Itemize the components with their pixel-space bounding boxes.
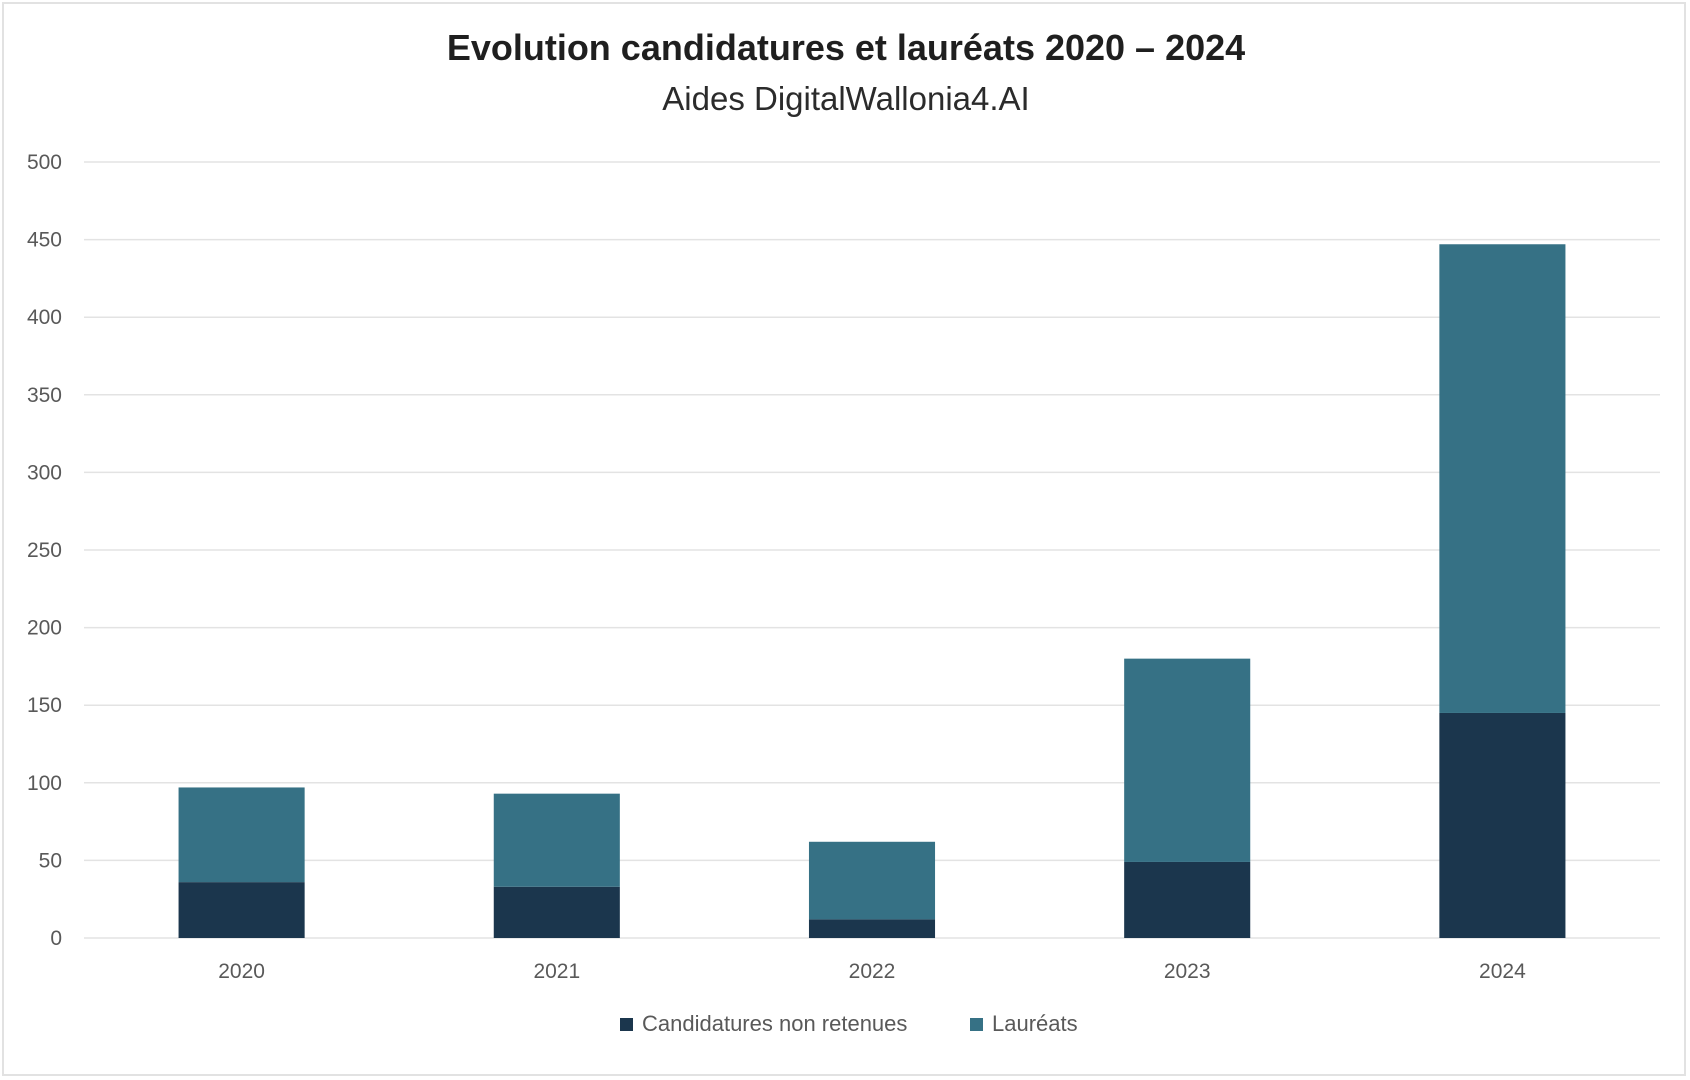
y-tick-label: 250 — [27, 539, 62, 562]
y-tick-label: 450 — [27, 229, 62, 252]
y-tick-label: 350 — [27, 384, 62, 407]
legend-swatch — [620, 1018, 633, 1031]
y-tick-label: 0 — [50, 927, 62, 950]
bar-non-retenues-2024 — [1439, 712, 1566, 938]
chart-subtitle: Aides DigitalWallonia4.AI — [662, 80, 1029, 117]
y-tick-label: 100 — [27, 772, 62, 795]
x-tick-label: 2021 — [533, 960, 580, 983]
x-tick-label: 2023 — [1164, 960, 1211, 983]
legend-label: Lauréats — [992, 1011, 1078, 1036]
y-tick-label: 200 — [27, 617, 62, 640]
legend-label: Candidatures non retenues — [642, 1011, 907, 1036]
stacked-bar-chart: Evolution candidatures et lauréats 2020 … — [27, 27, 1660, 1036]
bar-non-retenues-2021 — [493, 886, 620, 938]
bar-laureats-2020 — [178, 787, 305, 883]
bar-non-retenues-2022 — [808, 919, 936, 938]
legend-swatch — [970, 1018, 983, 1031]
x-tick-label: 2020 — [218, 960, 265, 983]
x-tick-label: 2024 — [1479, 960, 1526, 983]
gridlines — [84, 161, 1660, 939]
bar-non-retenues-2020 — [178, 882, 305, 938]
y-tick-label: 150 — [27, 694, 62, 717]
x-axis-ticks: 2020 2021 2022 2023 2024 — [218, 960, 1526, 983]
y-tick-label: 300 — [27, 461, 62, 484]
bar-laureats-2022 — [808, 841, 936, 920]
chart-title: Evolution candidatures et lauréats 2020 … — [447, 27, 1245, 68]
y-tick-label: 500 — [27, 151, 62, 174]
bars — [178, 244, 1566, 938]
y-axis-ticks: 0 50 100 150 200 250 300 350 400 450 500 — [27, 151, 62, 950]
x-tick-label: 2022 — [849, 960, 896, 983]
bar-non-retenues-2023 — [1124, 861, 1251, 938]
y-tick-label: 400 — [27, 306, 62, 329]
bar-laureats-2024 — [1439, 244, 1566, 713]
bar-laureats-2021 — [493, 793, 620, 887]
legend: Candidatures non retenues Lauréats — [620, 1011, 1078, 1036]
y-tick-label: 50 — [39, 849, 62, 872]
bar-laureats-2023 — [1124, 658, 1251, 862]
